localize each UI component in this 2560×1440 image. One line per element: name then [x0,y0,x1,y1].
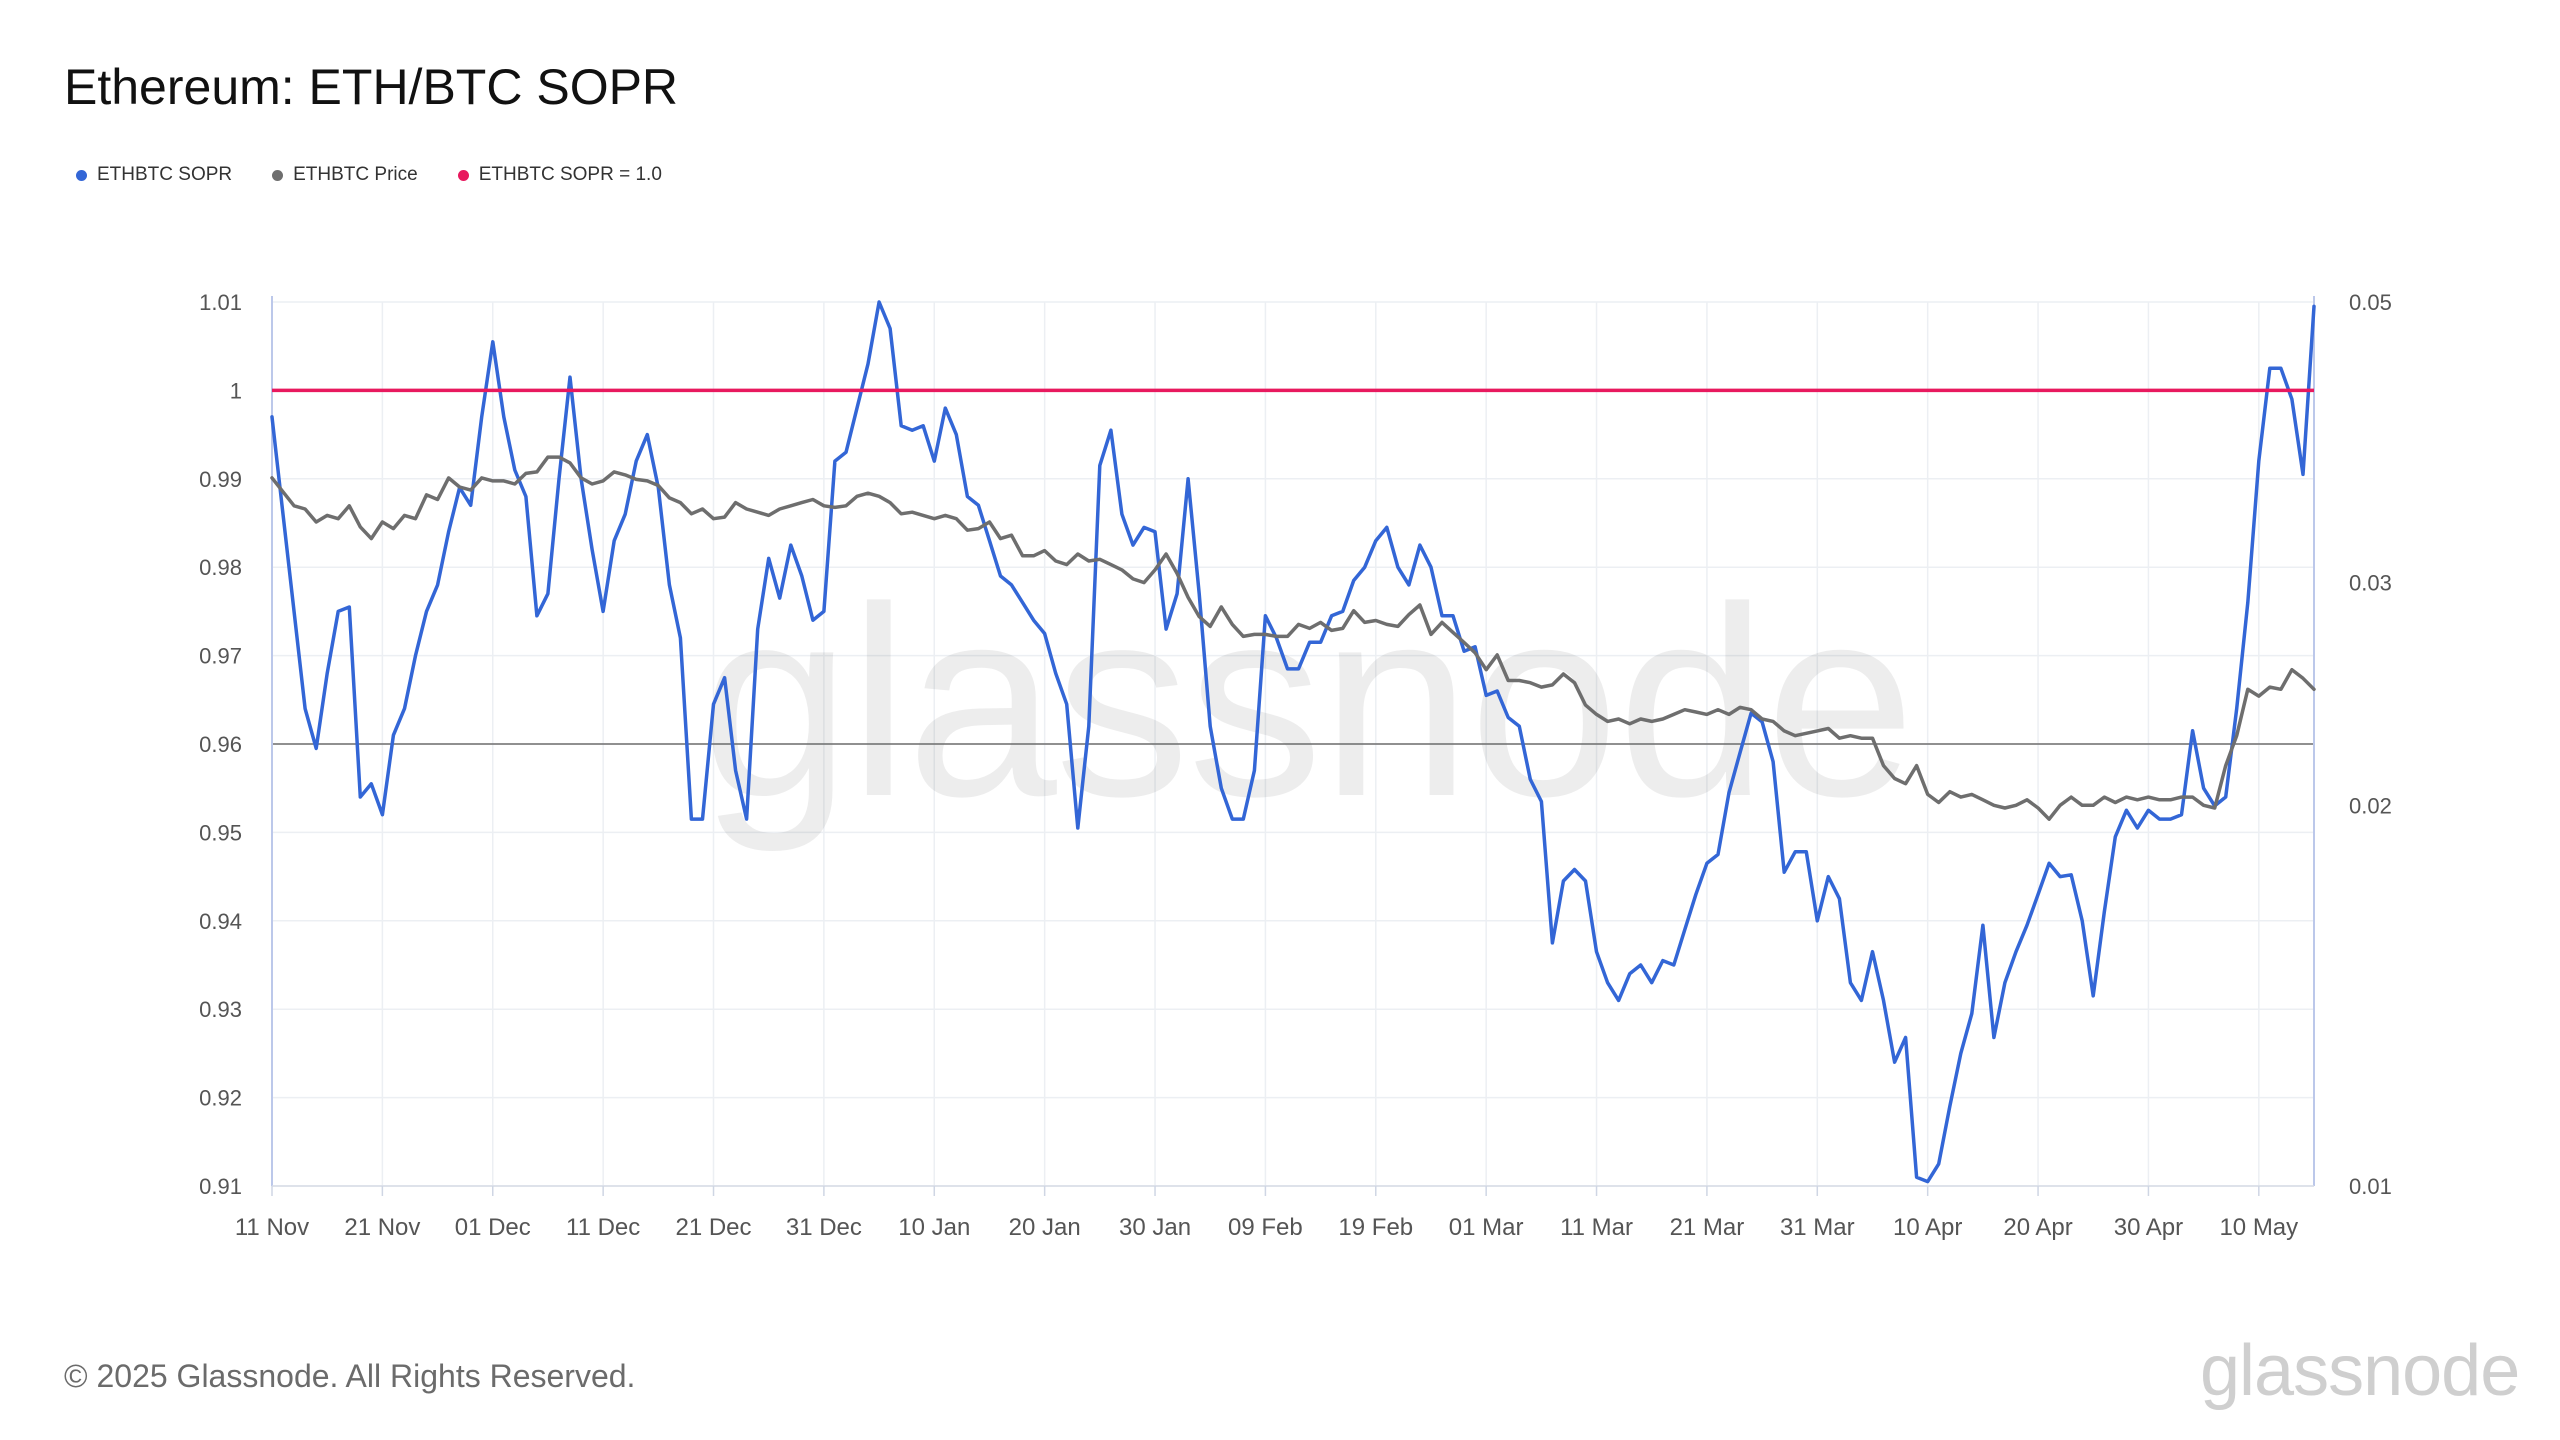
x-tick-label: 11 Nov [235,1214,309,1241]
legend-item-threshold[interactable]: ETHBTC SOPR = 1.0 [457,164,662,186]
y-left-tick-label: 0.95 [199,820,242,845]
x-tick-label: 30 Apr [2114,1214,2183,1241]
glassnode-logo: glassnode [2200,1331,2520,1411]
footer-copyright: © 2025 Glassnode. All Rights Reserved. [64,1358,636,1394]
chart-ticks: 0.91 0.92 0.93 0.94 0.95 0.96 0.97 0.98 0.99 1 1.0… [199,290,2392,1241]
y-right-tick-label: 0.03 [2349,571,2392,596]
legend-marker-threshold [457,169,469,181]
y-left-tick-label: 0.93 [199,997,242,1022]
x-tick-label: 30 Jan [1119,1214,1191,1241]
x-tick-label: 20 Apr [2003,1214,2072,1241]
legend-item-sopr[interactable]: ETHBTC SOPR [76,164,232,186]
chart-axes [271,296,2315,1187]
legend-item-price[interactable]: ETHBTC Price [272,164,418,186]
chart-legend: ETHBTC SOPR ETHBTC Price ETHBTC SOPR = 1… [76,164,662,186]
y-left-tick-label: 0.94 [199,909,242,934]
legend-label-threshold: ETHBTC SOPR = 1.0 [478,164,662,185]
chart-grid [271,301,2314,1187]
x-tick-label: 11 Mar [1560,1214,1633,1241]
series-line-price [270,455,2316,821]
y-left-tick-label: 0.97 [199,644,242,669]
x-tick-label: 01 Mar [1449,1214,1524,1241]
chart-series [270,300,2316,1184]
x-tick-label: 10 Jan [898,1214,970,1241]
y-left-tick-label: 0.92 [199,1086,242,1111]
y-right-tick-label: 0.01 [2349,1174,2392,1199]
legend-label-sopr: ETHBTC SOPR [97,164,233,185]
y-right-tick-label: 0.02 [2349,793,2392,818]
legend-marker-price [272,169,284,181]
y-left-tick-label: 1 [230,378,242,403]
y-right-tick-label: 0.05 [2349,290,2392,315]
x-tick-label: 11 Dec [566,1214,640,1241]
x-tick-label: 20 Jan [1009,1214,1081,1241]
x-tick-label: 10 May [2219,1214,2298,1241]
y-left-tick-label: 0.99 [199,467,242,492]
y-left-tick-label: 1.01 [199,290,242,315]
x-tick-label: 31 Dec [786,1214,862,1241]
x-tick-label: 21 Nov [344,1214,420,1241]
x-tick-label: 21 Dec [675,1214,751,1241]
x-tick-label: 31 Mar [1780,1214,1855,1241]
series-line-sopr [270,300,2316,1184]
chart-watermark: glassnode [701,552,1914,854]
legend-marker-sopr [76,169,87,181]
legend-label-price: ETHBTC Price [293,164,418,185]
x-tick-label: 19 Feb [1338,1214,1413,1241]
x-tick-label: 09 Feb [1228,1214,1303,1241]
x-tick-label: 10 Apr [1893,1214,1962,1241]
y-left-tick-label: 0.91 [199,1174,242,1199]
x-tick-label: 01 Dec [455,1214,531,1241]
y-left-tick-label: 0.98 [199,555,242,580]
chart-title: Ethereum: ETH/BTC SOPR [64,59,679,115]
x-tick-label: 21 Mar [1670,1214,1745,1241]
y-left-tick-label: 0.96 [199,732,242,757]
